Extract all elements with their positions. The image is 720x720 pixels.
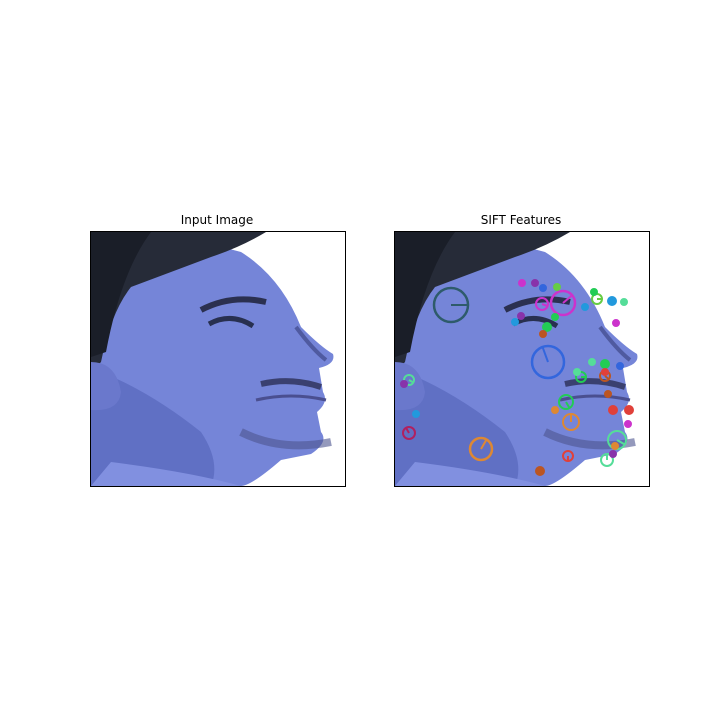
keypoint-marker	[517, 312, 525, 320]
keypoint-marker	[573, 368, 581, 376]
keypoint-marker	[612, 319, 620, 327]
keypoint-marker	[611, 442, 619, 450]
keypoint-marker	[558, 394, 574, 410]
panel-title-input: Input Image	[180, 213, 254, 227]
keypoint-markers	[400, 279, 634, 476]
keypoint-marker	[539, 330, 547, 338]
sift-photo	[395, 232, 649, 486]
keypoint-marker	[518, 279, 526, 287]
keypoint-marker	[549, 289, 577, 317]
keypoint-marker	[624, 405, 634, 415]
keypoint-marker	[530, 344, 566, 380]
keypoint-marker	[620, 298, 628, 306]
sift-features-panel	[394, 231, 650, 487]
keypoint-marker	[608, 405, 618, 415]
keypoint-marker	[607, 296, 617, 306]
input-photo	[91, 232, 345, 486]
keypoint-marker	[400, 380, 408, 388]
keypoint-marker	[590, 288, 598, 296]
keypoint-marker	[551, 406, 559, 414]
keypoint-marker	[609, 450, 617, 458]
keypoint-marker	[581, 303, 589, 311]
keypoint-marker	[551, 313, 559, 321]
keypoint-marker	[468, 436, 494, 462]
keypoint-marker	[600, 453, 614, 467]
keypoint-marker	[553, 283, 561, 291]
keypoint-marker	[600, 359, 610, 369]
keypoint-marker	[511, 318, 519, 326]
keypoint-marker	[531, 279, 539, 287]
panel-title-sift: SIFT Features	[480, 213, 562, 227]
keypoint-marker	[535, 466, 545, 476]
keypoint-marker	[604, 390, 612, 398]
keypoint-marker	[601, 368, 609, 376]
keypoint-marker	[616, 362, 624, 370]
keypoint-marker	[539, 284, 547, 292]
input-image-panel	[90, 231, 346, 487]
keypoint-marker	[412, 410, 420, 418]
keypoint-marker	[535, 297, 549, 311]
keypoint-marker	[402, 426, 416, 440]
keypoint-marker	[432, 286, 470, 324]
keypoint-marker	[562, 450, 574, 462]
keypoint-marker	[562, 413, 580, 431]
keypoint-marker	[542, 322, 552, 332]
keypoint-marker	[588, 358, 596, 366]
keypoint-marker	[624, 420, 632, 428]
